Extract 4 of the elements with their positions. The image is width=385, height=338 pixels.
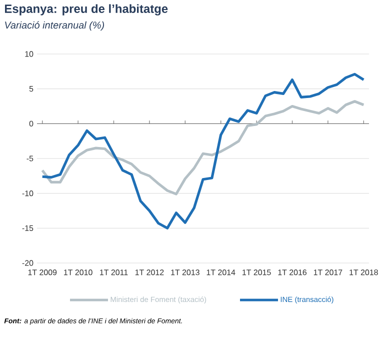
chart-subtitle: Variació interanual (%): [5, 21, 104, 31]
line-series: [41, 100, 365, 196]
chart-title: Espanya: preu de l’habitatge: [4, 4, 168, 16]
line-series: [41, 72, 365, 230]
